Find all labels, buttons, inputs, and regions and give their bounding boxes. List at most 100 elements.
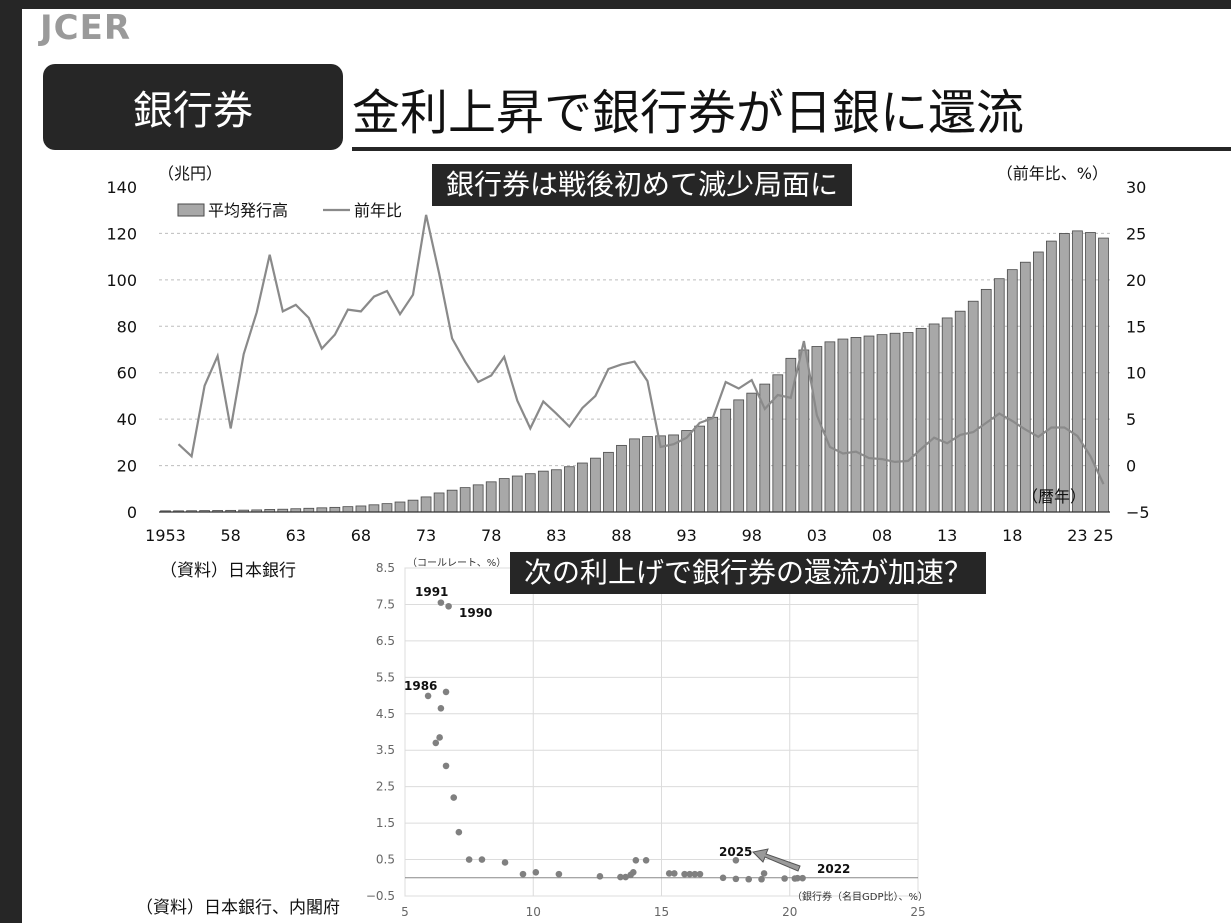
right-axis-tick-label: 0 (1126, 457, 1136, 476)
right-axis-tick-label: 15 (1126, 317, 1146, 336)
scatter-x-tick-label: 20 (782, 905, 797, 919)
scatter-x-tick-label: 5 (401, 905, 409, 919)
scatter-y-tick-label: 2.5 (376, 780, 395, 794)
scatter-y-tick-label: 0.5 (376, 853, 395, 867)
scatter-point (719, 874, 727, 882)
scatter-point (781, 875, 788, 882)
annotation-1986: 1986 (404, 679, 437, 693)
top-bar (0, 0, 1231, 9)
scatter-point (532, 869, 540, 876)
right-axis-tick-label: 20 (1126, 271, 1146, 290)
scatter-y-tick-label: 1.5 (376, 816, 395, 830)
scatter-point (442, 762, 450, 770)
scatter-y-tick-label: 6.5 (376, 634, 395, 648)
right-axis-tick-label: 30 (1126, 178, 1146, 197)
x-axis-tick-label: 13 (937, 526, 957, 545)
scatter-y-axis-label: （コールレート、%） (407, 557, 506, 569)
trend-arrow (751, 848, 801, 872)
x-axis-tick-label: 98 (742, 526, 762, 545)
scatter-point (478, 856, 486, 863)
logo: JCER (40, 8, 132, 48)
scatter-y-tick-label: 3.5 (376, 743, 395, 757)
scatter-point (632, 856, 640, 864)
scatter-point (442, 688, 450, 696)
scatter-point (681, 870, 688, 878)
scatter-y-tick-label: −0.5 (366, 889, 395, 903)
scatter-point (732, 875, 740, 883)
scatter-point (437, 705, 445, 712)
right-axis-tick-label: 10 (1126, 364, 1146, 383)
right-axis-tick-label: −5 (1126, 503, 1150, 522)
legend-bar-label: 平均発行高 (208, 201, 288, 220)
scatter-point (501, 859, 509, 866)
scatter-point (745, 875, 753, 883)
left-axis-tick-label: 140 (106, 178, 137, 197)
scatter-point (691, 870, 699, 878)
right-axis-tick-label: 5 (1126, 410, 1136, 429)
scatter-point (596, 873, 604, 880)
left-axis-tick-label: 0 (127, 503, 137, 522)
scatter-point (760, 870, 768, 877)
scatter-point (450, 794, 458, 801)
scatter-y-tick-label: 5.5 (376, 670, 395, 684)
annotation-1990: 1990 (459, 606, 492, 620)
x-axis-tick-label: 68 (351, 526, 371, 545)
scatter-point (671, 870, 678, 877)
scatter-point (617, 873, 624, 881)
left-axis-tick-label: 60 (117, 364, 137, 383)
left-axis-tick-label: 80 (117, 317, 137, 336)
scatter-point (519, 870, 527, 878)
scatter-point (455, 828, 463, 836)
annotation-1991: 1991 (415, 585, 448, 599)
scatter-point (445, 602, 452, 610)
section-badge: 銀行券 (43, 64, 343, 150)
scatter-point (732, 856, 740, 864)
x-axis-tick-label: 58 (220, 526, 240, 545)
scatter-point (696, 870, 704, 878)
scatter-x-tick-label: 25 (910, 905, 925, 919)
legend-line-label: 前年比 (354, 201, 402, 220)
yoy-line (177, 214, 1105, 485)
left-axis-tick-label: 120 (106, 224, 137, 243)
x-axis-tick-label: 1953 (145, 526, 186, 545)
annotation-2022: 2022 (817, 862, 850, 876)
scatter-point (436, 734, 443, 741)
left-axis-tick-label: 100 (106, 271, 137, 290)
x-axis-tick-label: 93 (676, 526, 696, 545)
scatter-y-tick-label: 4.5 (376, 707, 395, 721)
scatter-point (555, 870, 563, 878)
x-axis-tick-label: 23 (1067, 526, 1087, 545)
left-axis-tick-label: 40 (117, 410, 137, 429)
scatter-point (437, 599, 445, 606)
bottom-chart-banner: 次の利上げで銀行券の還流が加速？ (510, 552, 987, 594)
scatter-x-tick-label: 15 (654, 905, 669, 919)
right-axis-tick-label: 25 (1126, 224, 1146, 243)
page-title: 金利上昇で銀行券が日銀に還流 (352, 85, 1025, 141)
scatter-point (686, 870, 694, 878)
top-chart-banner: 銀行券は戦後初めて減少局面に (432, 164, 853, 206)
scatter-x-axis-label: （銀行券（名目GDP比）、%） (792, 890, 928, 903)
scatter-point (758, 875, 765, 883)
title-underline (352, 147, 1231, 151)
left-axis-unit: （兆円） (158, 164, 222, 183)
scatter-point (465, 856, 473, 863)
legend-bar-swatch (177, 203, 205, 217)
left-bar (0, 0, 22, 923)
scatter-y-tick-label: 8.5 (376, 561, 395, 575)
x-axis-tick-label: 18 (1002, 526, 1022, 545)
scatter-y-tick-label: 7.5 (376, 597, 395, 611)
bottom-chart-source: （資料）日本銀行、内閣府 (136, 898, 340, 918)
scatter-point (642, 856, 650, 864)
top-chart-source: （資料）日本銀行 (160, 561, 296, 581)
x-axis-unit: （暦年） (1022, 487, 1086, 506)
x-axis-tick-label: 88 (611, 526, 631, 545)
scatter-point (424, 692, 432, 700)
annotation-2025: 2025 (719, 845, 752, 859)
scatter-x-tick-label: 10 (526, 905, 541, 919)
x-axis-tick-label: 73 (416, 526, 436, 545)
x-axis-tick-label: 78 (481, 526, 501, 545)
x-axis-tick-label: 83 (546, 526, 566, 545)
x-axis-tick-label: 63 (286, 526, 306, 545)
